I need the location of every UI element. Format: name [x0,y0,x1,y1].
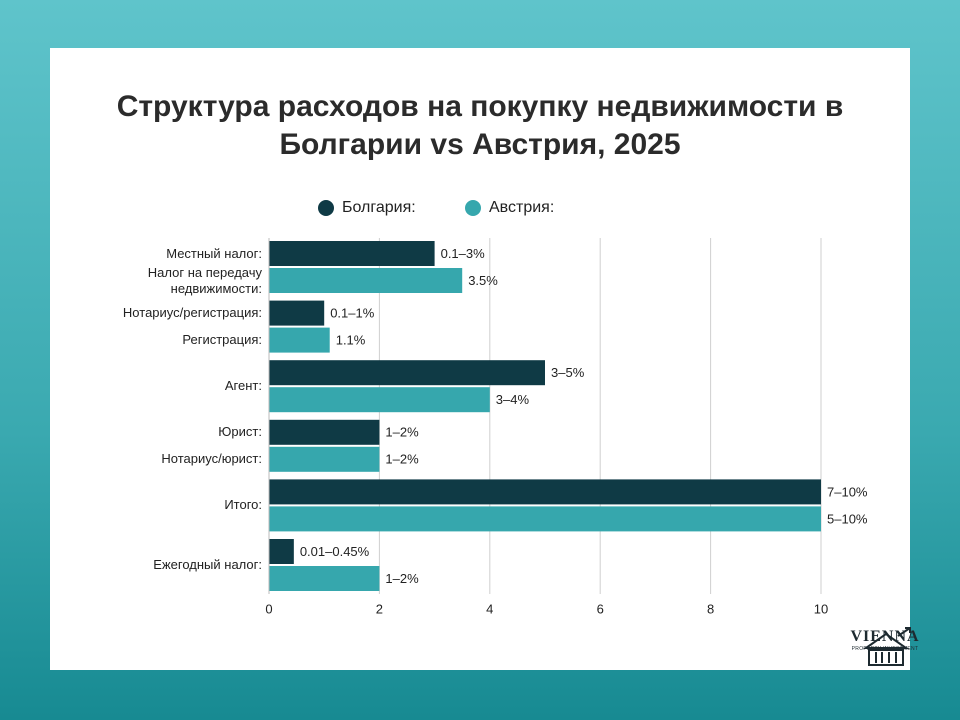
bar [269,360,545,386]
value-label: 3–4% [496,392,530,407]
bar [269,566,380,591]
value-label: 5–10% [827,511,868,526]
value-label: 0.1–3% [441,246,486,261]
category-label: Налог на передачу недвижимости: [147,264,262,296]
bar [269,446,380,472]
category-label: Нотариус/юрист: [161,451,262,467]
bar [269,387,490,413]
legend-label: Австрия: [489,199,554,216]
x-tick-label: 6 [597,601,604,616]
chart-title: Структура расходов на покупку недвижимос… [116,90,844,161]
card [50,48,910,670]
category-label: Нотариус/регистрация: [122,305,262,321]
value-label: 3.5% [468,273,498,288]
bar [269,539,294,564]
bar [269,300,325,326]
value-label: 1.1% [336,333,366,348]
logo-name: VIENNA [850,628,920,645]
category-label: Ежегодный налог: [153,557,262,572]
category-label: Итого: [224,497,262,513]
value-label: 0.1–1% [330,306,375,321]
bar [269,241,435,266]
logo: VIENNA PROPERTY INVESTMENT [840,628,930,652]
value-label: 3–5% [551,365,585,380]
logo-icon [862,627,911,666]
legend-marker [318,200,334,216]
value-label: 1–2% [385,425,419,440]
x-tick-label: 8 [707,601,714,616]
bar [269,268,463,293]
category-label: Регистрация: [182,332,262,348]
x-tick-label: 10 [814,601,828,616]
category-label: Юрист: [218,424,262,440]
value-label: 1–2% [385,571,419,586]
legend-label: Болгария: [342,199,416,216]
x-tick-label: 2 [376,601,383,616]
value-label: 7–10% [827,484,868,499]
x-tick-label: 4 [486,601,493,616]
value-label: 1–2% [385,452,419,467]
logo-tagline: PROPERTY INVESTMENT [851,646,919,652]
bar [269,327,330,353]
bar [269,506,821,532]
x-tick-label: 0 [265,601,272,616]
category-label: Агент: [224,378,262,394]
value-label: 0.01–0.45% [300,544,370,559]
legend-marker [465,200,481,216]
bar [269,419,380,445]
bar [269,479,821,505]
category-label: Местный налог: [166,245,262,261]
